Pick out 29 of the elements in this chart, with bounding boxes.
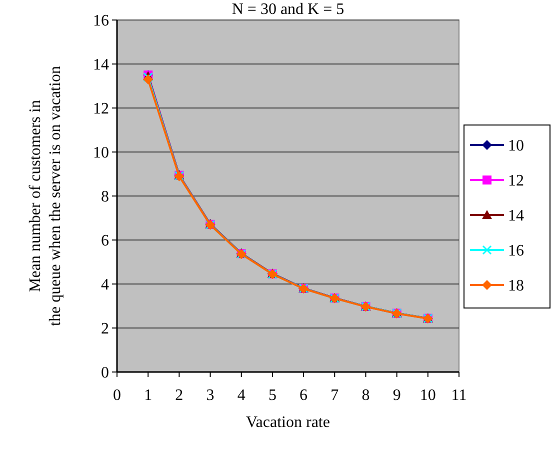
legend-label: 18	[508, 278, 524, 295]
y-axis-title: Mean number of customers in the queue when the server is on vacation	[27, 66, 64, 326]
y-tick-label: 12	[93, 100, 109, 118]
x-tick-label: 2	[175, 387, 184, 404]
y-tick-label: 8	[101, 188, 109, 206]
x-tick-label: 10	[420, 387, 436, 404]
y-tick-label: 2	[101, 320, 109, 338]
legend-label: 10	[508, 138, 524, 155]
x-tick-label: 8	[362, 387, 370, 404]
y-tick-label: 16	[93, 12, 109, 30]
y-tick-label: 14	[93, 56, 109, 74]
legend-label: 12	[508, 172, 524, 190]
y-tick-label: 4	[101, 276, 109, 294]
x-tick-label: 7	[330, 387, 339, 404]
x-tick-label: 5	[268, 387, 276, 404]
x-tick-label: 4	[237, 387, 246, 404]
x-tick-label: 9	[392, 387, 401, 404]
legend-label: 14	[508, 208, 524, 225]
x-axis-title: Vacation rate	[246, 414, 330, 431]
x-tick-label: 1	[144, 387, 152, 404]
y-tick-label: 10	[93, 144, 109, 162]
chart-title: N = 30 and K = 5	[232, 1, 344, 18]
y-tick-label: 0	[101, 364, 109, 382]
x-tick-label: 11	[451, 387, 467, 404]
x-tick-label: 0	[113, 387, 121, 404]
x-tick-label: 3	[206, 387, 214, 404]
y-tick-label: 6	[101, 232, 109, 250]
legend-label: 16	[508, 242, 524, 260]
x-tick-label: 6	[300, 387, 308, 404]
